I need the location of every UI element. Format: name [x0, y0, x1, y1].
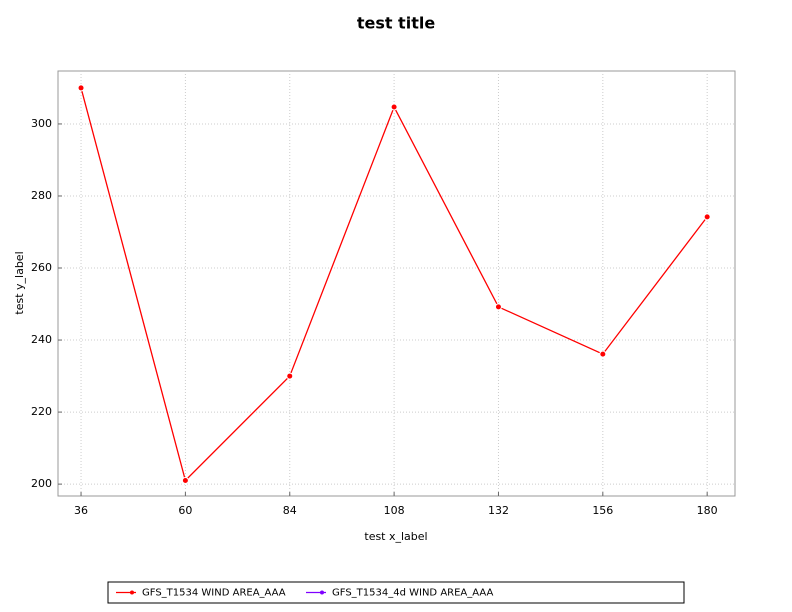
- point: [494, 303, 502, 311]
- point: [703, 213, 711, 221]
- x-tick-label: 84: [283, 504, 297, 517]
- chart-title: test title: [357, 14, 436, 33]
- legend-box: [107, 581, 685, 604]
- y-tick-label: 240: [31, 333, 52, 346]
- x-tick-label: 180: [697, 504, 718, 517]
- x-axis-label: test x_label: [364, 530, 427, 543]
- y-tick-label: 260: [31, 261, 52, 274]
- point: [390, 103, 398, 111]
- legend-marker: [130, 590, 134, 595]
- plot-frame: [57, 70, 736, 497]
- y-tick-label: 200: [31, 477, 52, 490]
- y-tick-label: 220: [31, 405, 52, 418]
- point: [77, 84, 85, 92]
- x-tick-label: 60: [178, 504, 192, 517]
- point: [286, 372, 294, 380]
- x-tick-label: 108: [384, 504, 405, 517]
- x-tick-label: 132: [488, 504, 509, 517]
- legend-label: GFS_T1534 WIND AREA_AAA: [142, 588, 286, 599]
- x-tick-label: 36: [74, 504, 88, 517]
- x-tick-label: 156: [592, 504, 613, 517]
- legend-label: GFS_T1534_4d WIND AREA_AAA: [332, 588, 494, 599]
- legend-marker: [320, 590, 324, 595]
- y-axis-label: test y_label: [13, 251, 26, 314]
- point: [181, 477, 189, 485]
- point: [599, 350, 607, 358]
- y-tick-label: 280: [31, 189, 52, 202]
- y-tick-label: 300: [31, 117, 52, 130]
